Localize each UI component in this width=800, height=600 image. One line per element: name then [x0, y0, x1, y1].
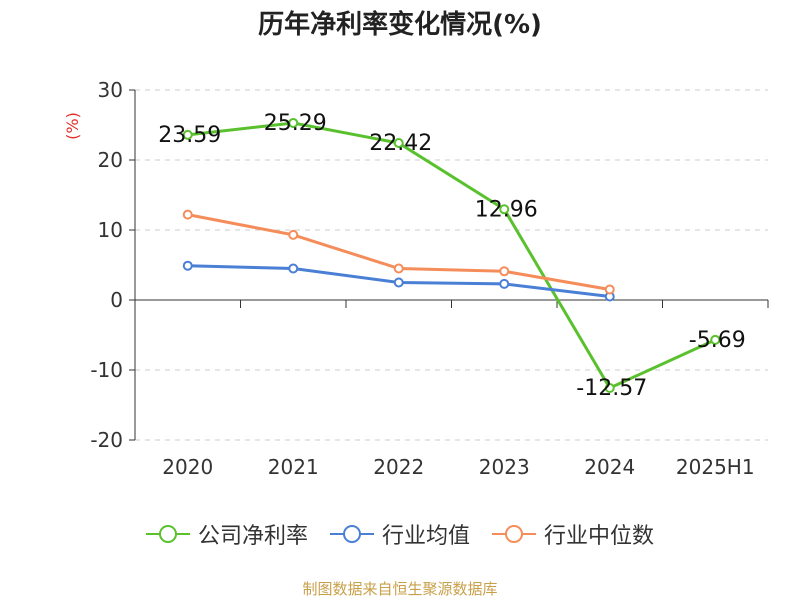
axes: -20 -10 0 10 20 30 2020 2021 2022 2023 2024 2025H1 (…: [63, 78, 769, 479]
x-tick-label: 2022: [373, 455, 424, 479]
x-tick-label: 2021: [268, 455, 319, 479]
legend-item-avg[interactable]: 行业均值: [329, 518, 470, 550]
source-note: 制图数据来自恒生聚源数据库: [302, 580, 498, 598]
chart-title: 历年净利率变化情况(%): [258, 10, 542, 40]
data-label: -12.57: [576, 376, 647, 401]
y-tick-label: 30: [98, 78, 123, 102]
data-label: 25.29: [264, 111, 327, 136]
y-tick-label: 0: [110, 288, 123, 312]
legend-marker-avg: [329, 525, 374, 543]
data-point: [182, 260, 193, 271]
legend-marker-company: [145, 525, 190, 543]
data-point: [393, 263, 404, 274]
x-tick-label: 2020: [162, 455, 213, 479]
data-label: 22.42: [369, 131, 432, 156]
data-label: 12.96: [475, 197, 538, 222]
data-point: [499, 204, 510, 215]
x-tick-label: 2024: [584, 455, 635, 479]
y-tick-label: -20: [90, 428, 123, 452]
y-axis-label: (%): [63, 112, 82, 140]
data-point: [393, 277, 404, 288]
x-tick-label: 2025H1: [676, 455, 755, 479]
data-point: [288, 117, 299, 128]
data-point: [288, 263, 299, 274]
data-labels: 23.59 25.29 22.42 12.96 -12.57 -5.69: [158, 111, 745, 401]
data-point: [182, 129, 193, 140]
data-point: [710, 334, 721, 345]
legend-label-median: 行业中位数: [544, 524, 655, 549]
legend-item-company[interactable]: 公司净利率: [145, 518, 308, 550]
series-lines: [182, 117, 721, 393]
series-line: [187, 121, 716, 390]
y-tick-label: 20: [98, 148, 123, 172]
legend: 公司净利率 行业均值 行业中位数: [0, 518, 800, 550]
legend-marker-median: [492, 525, 536, 543]
data-point: [604, 284, 615, 295]
data-point: [393, 138, 404, 149]
gridlines: [135, 89, 768, 441]
y-tick-label: 10: [98, 218, 123, 242]
x-tick-label: 2023: [479, 455, 530, 479]
y-tick-label: -10: [90, 358, 123, 382]
data-point: [499, 278, 510, 289]
legend-label-avg: 行业均值: [381, 524, 470, 549]
legend-item-median[interactable]: 行业中位数: [492, 518, 654, 550]
data-point: [604, 382, 615, 393]
data-label: -5.69: [689, 328, 746, 353]
data-label: 23.59: [158, 123, 221, 148]
legend-label-company: 公司净利率: [197, 524, 308, 549]
data-point: [288, 229, 299, 240]
data-point: [182, 209, 193, 220]
data-point: [499, 266, 510, 277]
